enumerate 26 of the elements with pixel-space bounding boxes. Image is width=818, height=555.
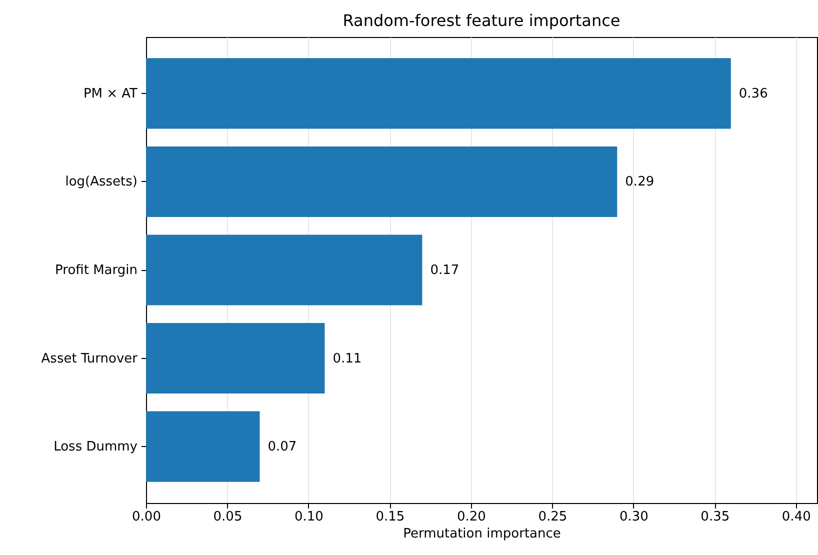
bar: [146, 411, 260, 482]
x-tick-label: 0.05: [213, 510, 242, 524]
x-tick-label: 0.25: [538, 510, 568, 524]
data-label: 0.07: [268, 440, 297, 455]
x-tick-label: 0.00: [132, 510, 161, 524]
x-tick-label: 0.30: [619, 510, 648, 524]
x-axis-title: Permutation importance: [403, 526, 561, 542]
chart-title: Random-forest feature importance: [342, 11, 620, 30]
data-label: 0.36: [738, 86, 768, 102]
bar: [146, 234, 422, 306]
y-tick-label: Profit Margin: [55, 263, 138, 278]
y-tick-label: log(Assets): [65, 174, 138, 190]
y-tick-label: Asset Turnover: [41, 351, 138, 366]
bar: [146, 146, 618, 218]
y-tick-label: PM × AT: [83, 86, 138, 102]
bar: [146, 322, 325, 394]
y-tick-label: Loss Dummy: [54, 440, 138, 455]
data-label: 0.29: [625, 174, 654, 190]
x-tick-label: 0.10: [294, 510, 324, 524]
x-tick-label: 0.35: [700, 510, 730, 524]
x-tick-label: 0.40: [782, 510, 811, 524]
x-tick-label: 0.20: [456, 510, 486, 524]
data-label: 0.11: [332, 351, 362, 366]
bar: [146, 58, 731, 129]
data-label: 0.17: [430, 263, 460, 278]
x-tick-label: 0.15: [376, 510, 405, 524]
